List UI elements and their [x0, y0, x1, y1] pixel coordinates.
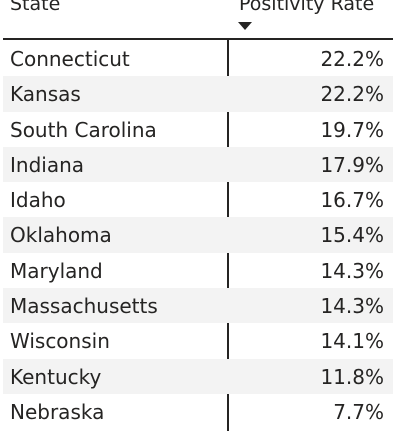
- rate-cell: 15.4%: [320, 223, 384, 248]
- state-cell: Kentucky: [10, 364, 102, 389]
- table-row[interactable]: Maryland 14.3%: [3, 253, 393, 288]
- rate-cell: 14.3%: [320, 294, 384, 319]
- rate-cell: 7.7%: [333, 399, 384, 424]
- rate-cell: 19.7%: [320, 117, 384, 142]
- state-cell: Nebraska: [10, 399, 105, 424]
- rate-cell: 17.9%: [320, 152, 384, 177]
- column-header-state[interactable]: State: [10, 0, 61, 15]
- sort-descending-icon[interactable]: [238, 22, 252, 30]
- table-row[interactable]: Nebraska 7.7%: [3, 394, 393, 429]
- state-cell: Maryland: [10, 258, 103, 283]
- table-body: Connecticut 22.2% Kansas 22.2% South Car…: [3, 41, 393, 429]
- header-divider: [3, 38, 393, 40]
- rate-cell: 16.7%: [320, 188, 384, 213]
- table-row[interactable]: Kentucky 11.8%: [3, 358, 393, 394]
- rate-cell: 14.1%: [320, 329, 384, 354]
- state-cell: Oklahoma: [10, 223, 112, 248]
- state-cell: Indiana: [10, 152, 85, 177]
- table-row[interactable]: Kansas 22.2%: [3, 76, 393, 112]
- state-cell: Wisconsin: [10, 329, 110, 354]
- table-row[interactable]: South Carolina 19.7%: [3, 112, 393, 147]
- state-cell: Connecticut: [10, 47, 130, 71]
- table-row[interactable]: Wisconsin 14.1%: [3, 323, 393, 358]
- rate-cell: 22.2%: [320, 82, 384, 107]
- table-header: State Positivity Rate: [0, 0, 393, 36]
- rate-cell: 11.8%: [320, 364, 384, 389]
- column-header-positivity-rate[interactable]: Positivity Rate: [239, 0, 375, 15]
- table-row[interactable]: Connecticut 22.2%: [3, 41, 393, 76]
- table-row[interactable]: Massachusetts 14.3%: [3, 288, 393, 324]
- state-cell: Massachusetts: [10, 294, 158, 319]
- state-cell: Idaho: [10, 188, 66, 213]
- rate-cell: 22.2%: [320, 47, 384, 71]
- table-row[interactable]: Idaho 16.7%: [3, 182, 393, 217]
- table-row[interactable]: Oklahoma 15.4%: [3, 217, 393, 253]
- rate-cell: 14.3%: [320, 258, 384, 283]
- state-cell: Kansas: [10, 82, 81, 107]
- table-row[interactable]: Indiana 17.9%: [3, 146, 393, 183]
- state-cell: South Carolina: [10, 117, 157, 142]
